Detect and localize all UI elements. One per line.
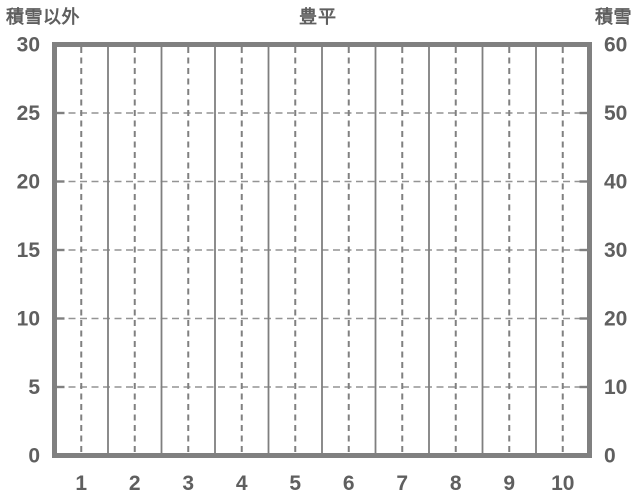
- x-axis-tick-label: 2: [129, 472, 141, 495]
- right-axis-tick-label: 30: [604, 239, 627, 262]
- right-axis-tick-label: 0: [604, 445, 616, 468]
- x-axis-tick-label: 10: [551, 472, 574, 495]
- left-axis-tick-label: 25: [17, 102, 41, 125]
- left-axis-tick-label: 30: [17, 34, 40, 57]
- left-axis-tick-label: 5: [28, 376, 40, 399]
- right-axis-tick-label: 40: [604, 171, 627, 194]
- left-axis-tick-label: 0: [28, 445, 40, 468]
- x-axis-tick-label: 7: [396, 472, 408, 495]
- left-axis-tick-label: 15: [17, 239, 41, 262]
- x-axis-tick-label: 9: [503, 472, 515, 495]
- x-axis-tick-label: 5: [289, 472, 301, 495]
- x-axis-tick-label: 8: [450, 472, 462, 495]
- left-axis-tick-label: 20: [17, 171, 40, 194]
- right-axis-tick-label: 10: [604, 376, 627, 399]
- chart-title: 豊平: [299, 7, 337, 27]
- x-axis-tick-label: 3: [182, 472, 194, 495]
- right-axis-tick-label: 20: [604, 308, 627, 331]
- plot-frame: [52, 42, 592, 458]
- left-axis-title: 積雪以外: [6, 7, 80, 27]
- x-axis-tick-label: 4: [236, 472, 248, 495]
- right-axis-tick-label: 50: [604, 102, 627, 125]
- right-axis-tick-label: 60: [604, 34, 627, 57]
- x-axis-tick-label: 1: [75, 472, 87, 495]
- left-axis-tick-label: 10: [17, 308, 40, 331]
- right-axis-title: 積雪: [595, 7, 632, 27]
- chart-header: 積雪以外 豊平 積雪: [0, 3, 636, 27]
- x-axis-tick-label: 6: [343, 472, 355, 495]
